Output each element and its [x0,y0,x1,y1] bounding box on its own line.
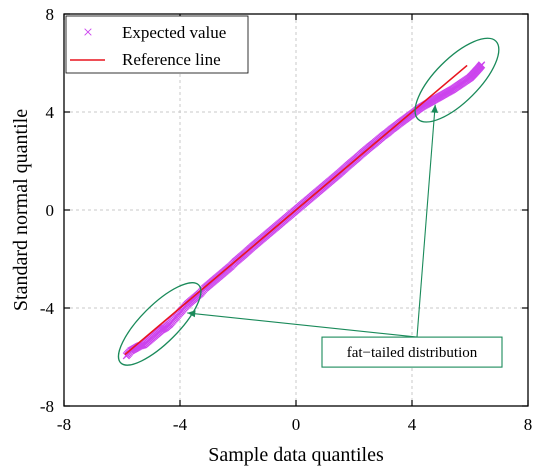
annotation-layer: fat−tailed distribution [117,37,503,368]
y-tick-label-1: -4 [40,299,55,318]
x-tick-label-3: 4 [408,415,417,434]
x-tick-label-4: 8 [524,415,533,434]
legend-box [65,15,249,74]
annotation-label: fat−tailed distribution [347,345,478,361]
annotation-arrow-line-0 [187,312,418,338]
y-tick-label-3: 4 [46,103,55,122]
legend-label-expected: Expected value [122,23,226,42]
annotation-arrowhead-0 [187,310,196,318]
y-axis-title: Standard normal quantile [10,109,32,311]
axis-ticks: -8 -4 0 4 8 -8 -4 0 4 8 [40,5,532,434]
legend-label-reference: Reference line [122,50,221,69]
y-tick-label-2: 0 [46,201,55,220]
x-tick-label-2: 0 [292,415,301,434]
annotation-arrow-line-1 [416,104,436,338]
annotation-arrowhead-1 [431,104,439,113]
legend: × Expected value Reference line [65,15,249,74]
x-tick-label-1: -4 [173,415,188,434]
x-tick-label-0: -8 [57,415,71,434]
reference-line-segment [124,64,468,356]
y-tick-label-0: -8 [40,397,54,416]
x-axis-title: Sample data quantiles [208,444,384,466]
y-tick-label-4: 8 [46,5,55,24]
legend-x-marker-icon: × [83,22,93,42]
tail-ellipse-1 [414,37,500,123]
annotation-box [321,336,503,368]
reference-line [124,64,468,356]
data-point-332 [477,61,486,69]
tail-ellipse-0 [117,282,202,366]
